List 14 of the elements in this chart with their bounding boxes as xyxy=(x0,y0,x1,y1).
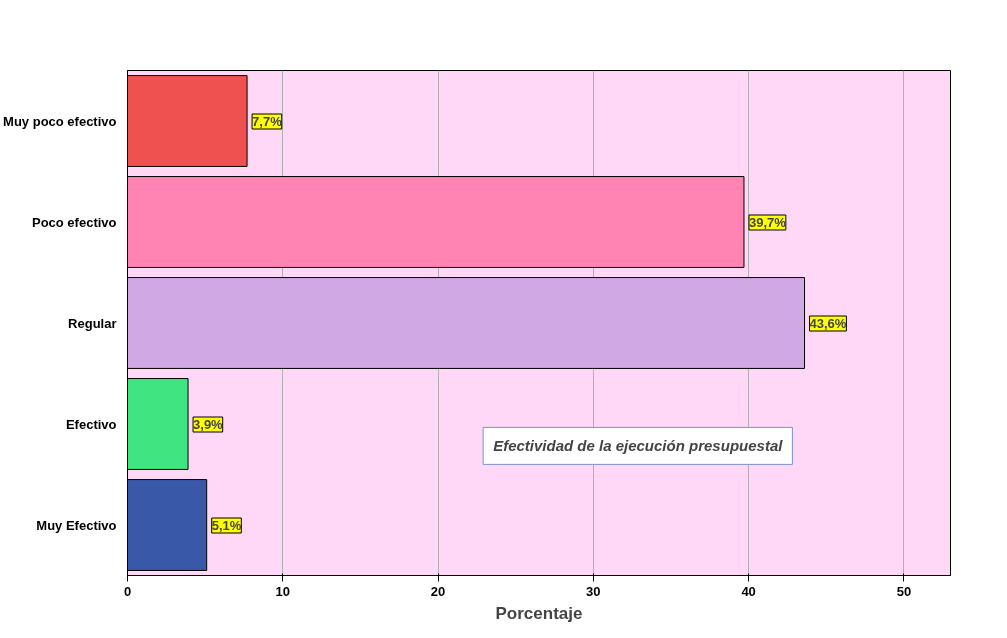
x-tick-label: 20 xyxy=(430,583,446,599)
y-tick-label: Muy Efectivo xyxy=(36,517,117,533)
annotation: Efectividad de la ejecución presupuestal xyxy=(493,437,784,455)
y-tick-label: Poco efectivo xyxy=(31,214,117,230)
x-tick-label: 50 xyxy=(896,583,912,599)
x-tick-label: 40 xyxy=(741,583,756,599)
y-tick-label: Regular xyxy=(68,315,117,331)
x-tick-label: 0 xyxy=(123,583,132,599)
x-axis-title: Porcentaje xyxy=(495,603,583,623)
y-tick-label: Efectivo xyxy=(65,416,117,432)
x-tick-label: 10 xyxy=(275,583,291,599)
y-tick-label: Muy poco efectivo xyxy=(3,113,117,129)
x-tick-label: 30 xyxy=(586,583,601,599)
data-label: 5,1% xyxy=(211,518,242,533)
